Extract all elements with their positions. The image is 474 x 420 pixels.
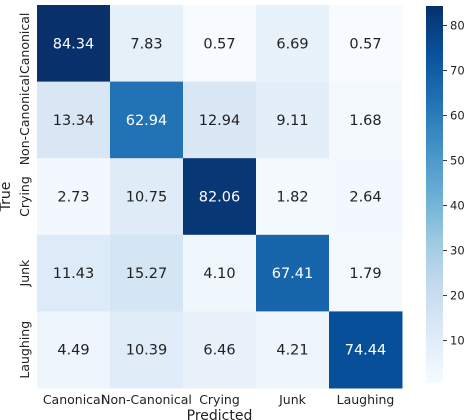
colorbar-tick-label: 80 — [450, 19, 465, 33]
heatmap-cell — [37, 234, 111, 312]
colorbar-tick-label: 60 — [450, 109, 465, 123]
heatmap-cell — [329, 5, 403, 83]
heatmap-cell — [329, 158, 403, 236]
y-tick-label: Crying — [17, 176, 32, 217]
heatmap-cell — [183, 234, 257, 312]
cell-value-label: 1.82 — [276, 190, 308, 206]
heatmap-cell — [37, 81, 111, 159]
cell-value-label: 82.06 — [199, 190, 241, 206]
x-tick-label: Non-Canonical — [101, 392, 192, 407]
cell-value-label: 4.10 — [203, 266, 235, 282]
cell-value-label: 10.39 — [126, 343, 168, 359]
heatmap-cell — [37, 311, 111, 389]
y-tick-label: Non-Canonical — [17, 75, 32, 166]
colorbar: 10 20 30 40 50 60 70 80 — [426, 6, 465, 383]
colorbar-tick-label: 20 — [450, 289, 465, 303]
heatmap-cells — [37, 5, 403, 389]
y-tick-label: Junk — [17, 259, 32, 288]
heatmap-cell — [110, 234, 184, 312]
heatmap-cell — [329, 234, 403, 312]
cell-value-label: 15.27 — [126, 266, 168, 282]
x-axis-title: Predicted — [187, 408, 253, 420]
heatmap-cell — [256, 81, 330, 159]
heatmap-cell — [110, 81, 184, 159]
colorbar-tick-label: 40 — [450, 199, 465, 213]
cell-value-label: 2.73 — [57, 190, 89, 206]
heatmap-cell — [256, 158, 330, 236]
cell-value-label: 0.57 — [203, 36, 235, 52]
cell-value-label: 4.21 — [276, 343, 308, 359]
heatmap-cell — [183, 81, 257, 159]
heatmap-cell — [37, 158, 111, 236]
y-tick-label: Canonical — [17, 13, 32, 74]
y-tick-label: Laughing — [17, 321, 32, 379]
colorbar-tick-label: 10 — [450, 334, 465, 348]
heatmap-cell — [183, 5, 257, 83]
cell-value-label: 6.46 — [203, 343, 235, 359]
cell-value-label: 13.34 — [53, 113, 95, 129]
colorbar-tick-label: 30 — [450, 244, 465, 258]
cell-value-label: 62.94 — [126, 113, 168, 129]
heatmap-cell — [110, 158, 184, 236]
cell-value-label: 2.64 — [349, 190, 381, 206]
heatmap-cell — [110, 5, 184, 83]
cell-value-label: 7.83 — [130, 36, 162, 52]
colorbar-tick-label: 70 — [450, 64, 465, 78]
cell-value-label: 1.79 — [349, 266, 381, 282]
heatmap-cell — [329, 81, 403, 159]
x-tick-label: Crying — [199, 392, 240, 407]
cell-value-label: 12.94 — [199, 113, 241, 129]
colorbar-gradient — [426, 6, 443, 383]
cell-value-label: 6.69 — [276, 36, 308, 52]
x-tick-label: Canonical — [43, 392, 104, 407]
colorbar-tick-label: 50 — [450, 154, 465, 168]
cell-value-label: 9.11 — [276, 113, 308, 129]
heatmap-cell — [256, 311, 330, 389]
cell-value-label: 84.34 — [53, 36, 95, 52]
heatmap-value-labels: 84.34 7.83 0.57 6.69 0.57 13.34 62.94 12.94 9.11… — [53, 36, 387, 358]
heatmap-cell — [110, 311, 184, 389]
heatmap-cell — [37, 5, 111, 83]
heatmap-cell — [256, 234, 330, 312]
cell-value-label: 10.75 — [126, 190, 168, 206]
heatmap-cell — [329, 311, 403, 389]
x-tick-label: Junk — [278, 392, 307, 407]
cell-value-label: 4.49 — [57, 343, 89, 359]
cell-value-label: 1.68 — [349, 113, 381, 129]
cell-value-label: 11.43 — [53, 266, 95, 282]
heatmap-cell — [183, 311, 257, 389]
x-tick-label: Laughing — [337, 392, 395, 407]
cell-value-label: 67.41 — [272, 266, 314, 282]
cell-value-label: 0.57 — [349, 36, 381, 52]
y-axis-title: True — [0, 182, 14, 213]
heatmap-cell — [183, 158, 257, 236]
heatmap-cell — [256, 5, 330, 83]
cell-value-label: 74.44 — [345, 343, 387, 359]
